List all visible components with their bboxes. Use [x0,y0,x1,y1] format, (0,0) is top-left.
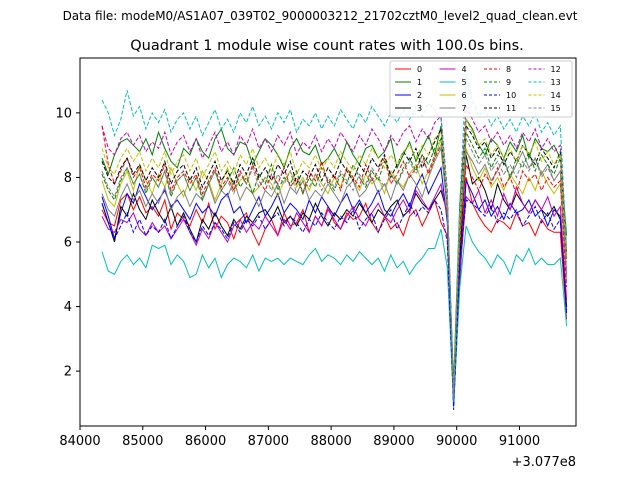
legend-label-10: 10 [506,91,516,100]
y-tick-label-0: 2 [64,365,72,380]
legend-label-8: 8 [506,65,511,74]
series-line-9 [101,130,568,394]
x-tick-label-3: 87000 [248,434,289,449]
legend-label-13: 13 [551,78,561,87]
x-tick-label-1: 85000 [122,434,163,449]
legend-label-4: 4 [462,65,467,74]
series-line-1 [101,117,568,385]
x-tick-label-6: 90000 [436,434,477,449]
series-line-14 [101,117,568,394]
legend-label-1: 1 [417,78,422,87]
legend-label-5: 5 [462,78,467,87]
series-line-2 [101,166,568,407]
x-offset-label: +3.077e8 [512,455,576,470]
y-tick-label-3: 8 [64,171,72,186]
plot-lines [101,73,568,410]
series-line-15 [101,136,568,397]
chart-suptitle: Data file: modeM0/AS1A07_039T02_90000032… [63,9,578,23]
y-tick-label-4: 10 [55,106,72,121]
series-line-13 [101,73,568,401]
legend-label-2: 2 [417,91,422,100]
legend-label-7: 7 [462,104,467,113]
series-line-8 [101,125,568,391]
legend-label-14: 14 [551,91,561,100]
x-tick-label-2: 86000 [185,434,226,449]
x-tick-label-4: 88000 [310,434,351,449]
legend-box [389,60,573,118]
x-tick-label-7: 91000 [499,434,540,449]
x-tick-label-0: 84000 [59,434,100,449]
legend-label-9: 9 [506,78,511,87]
chart-title: Quadrant 1 module wise count rates with … [130,38,524,54]
y-tick-label-1: 4 [64,300,72,315]
series-line-10 [101,198,568,410]
y-tick-label-2: 6 [64,236,72,251]
series-line-7 [101,146,568,397]
legend-label-12: 12 [551,65,561,74]
x-axis: 84000 85000 86000 87000 88000 89000 90000 91000 [59,426,540,449]
legend-label-11: 11 [506,104,516,113]
series-line-0 [101,177,568,391]
legend-label-6: 6 [462,91,467,100]
x-tick-label-5: 89000 [373,434,414,449]
series-line-4 [101,182,568,401]
legend-label-3: 3 [417,104,422,113]
legend-label-15: 15 [551,104,561,113]
series-line-11 [101,124,568,401]
series-line-12 [101,104,568,397]
series-line-5 [101,225,568,404]
legend-label-0: 0 [417,65,422,74]
y-axis: 2 4 6 8 10 [55,106,80,380]
